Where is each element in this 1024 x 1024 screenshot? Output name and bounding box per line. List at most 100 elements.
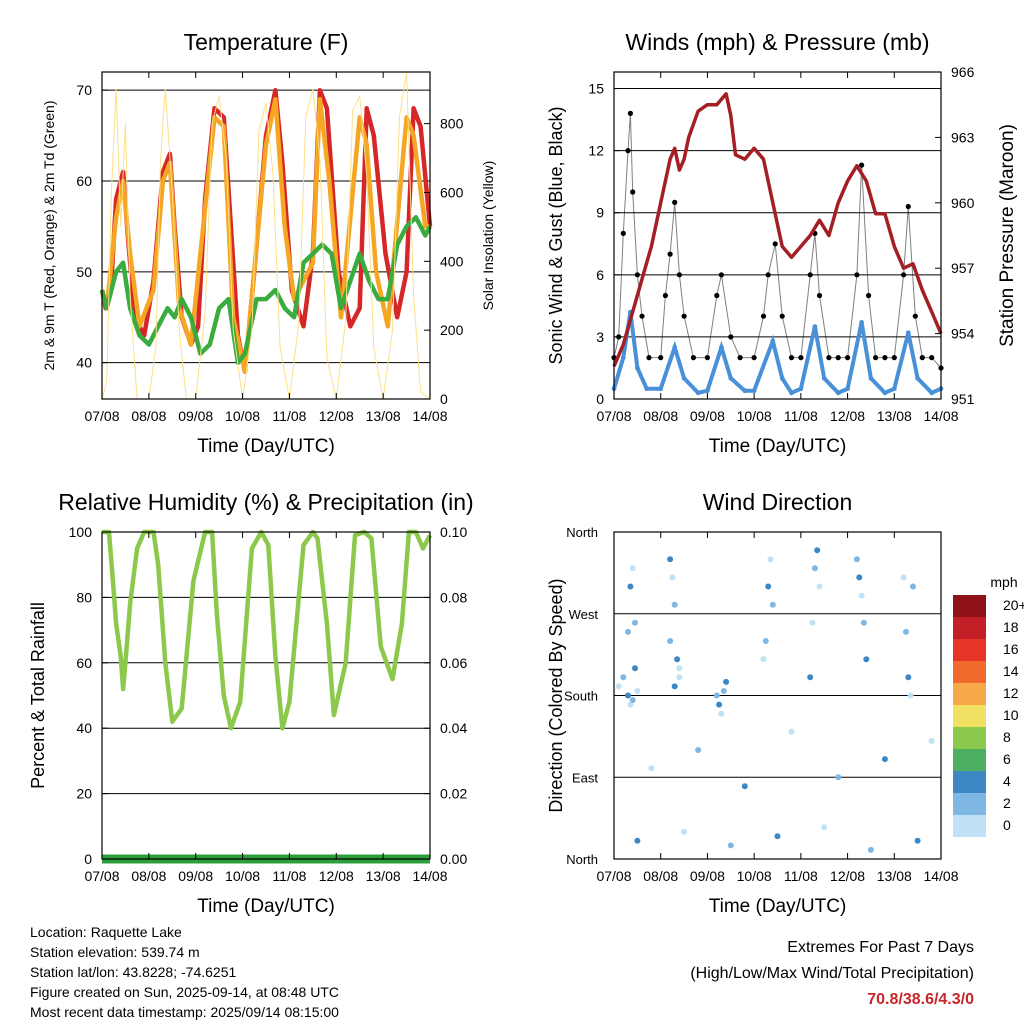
y-tick-label: North <box>566 525 598 540</box>
y2-tick-label: 400 <box>440 253 464 269</box>
y2-axis-label: Solar Insolation (Yellow) <box>480 161 496 311</box>
direction-point <box>671 683 678 690</box>
legend-label: 6 <box>1003 751 1011 767</box>
y2-tick-label: 600 <box>440 184 464 200</box>
direction-point <box>727 842 734 849</box>
y-axis-label: 2m & 9m T (Red, Orange) & 2m Td (Green) <box>41 101 57 371</box>
temperature-panel: 07/08 08/08 09/08 10/08 11/08 12/08 13/08 14/08… <box>41 29 496 457</box>
direction-point <box>788 728 795 735</box>
y2-tick-label: 0.10 <box>440 524 467 540</box>
direction-point <box>713 692 720 699</box>
chart-title: Winds (mph) & Pressure (mb) <box>625 29 929 55</box>
legend-swatch <box>953 727 986 749</box>
x-axis-label: Time (Day/UTC) <box>709 436 847 457</box>
station-info: Location: Raquette Lake Station elevatio… <box>30 922 339 1022</box>
direction-point <box>910 583 916 590</box>
plot-frame <box>101 71 431 400</box>
legend-label: 8 <box>1003 729 1011 745</box>
x-tick-label: 09/08 <box>178 408 213 424</box>
direction-point <box>625 628 631 635</box>
chart-title: Relative Humidity (%) & Precipitation (i… <box>58 489 473 515</box>
series-line-3 <box>101 71 431 400</box>
y2-tick-label: 966 <box>951 64 975 80</box>
direction-point <box>695 747 702 753</box>
x-tick-label: 07/08 <box>84 408 119 424</box>
legend-swatch <box>953 705 986 727</box>
direction-point <box>903 628 909 635</box>
direction-point <box>629 697 636 703</box>
legend-swatch <box>953 749 986 771</box>
y-tick-label: 100 <box>69 524 93 540</box>
x-tick-label: 13/08 <box>877 868 912 884</box>
x-tick-label: 13/08 <box>366 408 401 424</box>
x-tick-label: 10/08 <box>737 868 772 884</box>
latlon-label: Station lat/lon: 43.8228; -74.6251 <box>30 964 237 980</box>
legend-swatch <box>953 661 986 683</box>
x-tick-label: 12/08 <box>830 408 865 424</box>
x-tick-label: 12/08 <box>830 868 865 884</box>
y-tick-label: South <box>564 689 598 704</box>
x-tick-label: 08/08 <box>643 868 678 884</box>
direction-point <box>723 678 730 685</box>
legend-swatch <box>953 595 986 617</box>
y-tick-label: 3 <box>596 329 604 345</box>
direction-point <box>629 565 636 572</box>
direction-point <box>627 583 634 590</box>
direction-point <box>634 837 641 844</box>
x-tick-label: 11/08 <box>784 868 818 884</box>
extremes-info: Extremes For Past 7 Days (High/Low/Max W… <box>690 935 974 1013</box>
direction-point <box>774 833 781 840</box>
legend-label: 20+ <box>1003 597 1024 613</box>
wind-trace <box>612 311 942 396</box>
x-axis-label: Time (Day/UTC) <box>197 436 335 457</box>
direction-point <box>676 674 683 681</box>
plot-frame <box>613 71 942 400</box>
x-tick-label: 14/08 <box>923 868 958 884</box>
x-tick-label: 14/08 <box>412 868 447 884</box>
elevation-label: Station elevation: 539.74 m <box>30 944 200 960</box>
y-tick-label: 0 <box>596 391 604 407</box>
legend-swatch <box>953 617 986 639</box>
direction-point <box>821 824 828 831</box>
direction-point <box>867 846 874 853</box>
y2-tick-label: 954 <box>951 326 975 342</box>
direction-point <box>720 688 727 694</box>
y2-tick-label: 957 <box>951 260 975 276</box>
direction-point <box>648 765 655 772</box>
wind_direction-panel: 07/08 08/08 09/08 10/08 11/08 12/08 13/08 14/08… <box>546 489 1024 917</box>
y-tick-label: 50 <box>76 264 92 280</box>
direction-point <box>860 619 867 626</box>
y-tick-label: North <box>566 852 598 867</box>
direction-point <box>760 656 767 663</box>
direction-point <box>900 574 907 581</box>
y-tick-label: 70 <box>76 82 92 98</box>
direction-point <box>625 692 631 699</box>
direction-point <box>765 583 772 590</box>
y2-axis-label: Station Pressure (Maroon) <box>997 124 1018 347</box>
y-tick-label: 15 <box>588 81 604 97</box>
y2-tick-label: 800 <box>440 116 464 132</box>
direction-point <box>676 665 683 672</box>
series-line-0 <box>102 529 432 731</box>
y2-tick-label: 960 <box>951 195 975 211</box>
created-label: Figure created on Sun, 2025-09-14, at 08… <box>30 984 339 1000</box>
x-tick-label: 09/08 <box>690 868 725 884</box>
y2-tick-label: 0.06 <box>440 655 467 671</box>
direction-point <box>928 737 935 744</box>
y-tick-label: East <box>572 770 598 785</box>
y-tick-label: 12 <box>588 143 604 159</box>
direction-point <box>667 638 674 644</box>
legend-swatch <box>953 815 986 837</box>
x-tick-label: 07/08 <box>84 868 119 884</box>
x-tick-label: 14/08 <box>412 408 447 424</box>
x-tick-label: 14/08 <box>923 408 958 424</box>
y-tick-label: 20 <box>76 786 92 802</box>
legend-label: 18 <box>1003 619 1019 635</box>
direction-point <box>671 601 678 608</box>
chart-title: Temperature (F) <box>184 29 349 55</box>
y-tick-label: 60 <box>76 173 92 189</box>
y2-tick-label: 0 <box>440 391 448 407</box>
direction-point <box>809 619 816 626</box>
y2-tick-label: 0.08 <box>440 589 467 605</box>
